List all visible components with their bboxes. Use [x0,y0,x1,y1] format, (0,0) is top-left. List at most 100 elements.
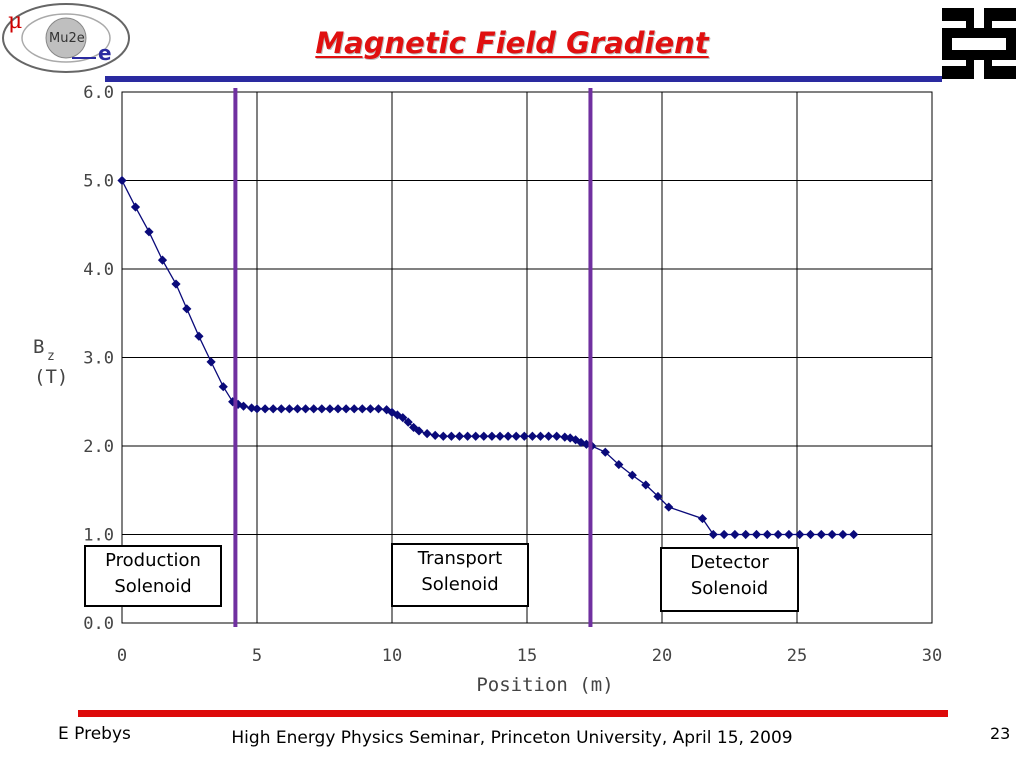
data-point [827,529,837,540]
data-point [284,404,294,414]
production-line1: Production [105,550,201,571]
data-point [805,529,816,540]
data-point [565,433,575,443]
data-point [260,404,270,414]
x-axis-label: Position (m) [476,674,613,696]
data-point [560,432,570,442]
data-point [317,404,327,414]
bz-series [117,175,859,540]
x-tick-label: 30 [922,646,942,666]
data-point [373,404,384,414]
x-tick-label: 5 [252,646,262,666]
data-point [292,404,303,414]
y-tick-label: 3.0 [83,349,114,369]
data-point [816,529,826,540]
data-point [276,404,286,414]
data-point [627,470,637,480]
footer-divider [78,710,948,717]
data-point [535,431,546,441]
data-point [238,401,249,411]
data-point [454,431,465,441]
data-point [233,399,243,410]
detector-solenoid-label: Detector Solenoid [660,547,799,612]
data-point [194,331,204,341]
data-point [398,413,408,423]
x-tick-label: 25 [787,646,807,666]
data-point [403,417,413,427]
slide-title: Magnetic Field Gradient [315,26,709,60]
data-point [252,404,262,414]
data-point [218,382,228,392]
data-point [773,529,783,540]
y-axis-label-sub: z [47,349,55,364]
data-point [409,422,419,433]
data-point [653,491,663,502]
data-point [641,480,651,490]
data-point [552,431,562,441]
production-solenoid-label: Production Solenoid [84,545,222,607]
data-point [838,529,848,540]
data-point [382,405,392,415]
logo-name: Mu2e [49,31,85,46]
data-point [487,431,497,441]
data-point [463,431,473,441]
data-point [527,431,537,441]
x-tick-label: 20 [652,646,672,666]
data-point [357,404,367,414]
plot-frame [121,91,933,624]
detector-line2: Solenoid [690,578,769,599]
data-point [430,430,440,440]
data-point [392,410,402,420]
data-point [795,529,805,540]
author: E Prebys [58,724,131,744]
x-tick-label: 15 [517,646,537,666]
y-axis-label: B z (T) [33,336,68,388]
data-point [697,513,708,524]
data-point [544,431,554,441]
y-tick-label: 2.0 [83,437,114,457]
data-point [511,431,521,441]
data-point [171,279,181,289]
data-point [741,529,751,540]
data-point [333,404,343,414]
y-tick-label: 0.0 [83,614,114,634]
data-point [301,404,311,414]
data-point [341,404,351,414]
data-point [708,529,718,540]
logo-e: e [98,41,112,65]
detector-line1: Detector [690,552,769,573]
data-point [268,404,278,414]
data-point [365,404,375,414]
data-point [479,431,489,441]
page-number: 23 [990,724,1011,743]
transport-line1: Transport [417,548,503,569]
data-point [614,459,624,470]
data-point [751,529,762,540]
data-point [309,404,319,414]
data-point [471,431,481,441]
solenoid-boundaries [233,88,593,627]
data-point [206,357,216,367]
data-point [784,529,794,540]
data-point [422,429,432,439]
title-divider [105,76,942,82]
y-tick-label: 4.0 [83,260,114,280]
x-tick-labels: 0 5 10 15 20 25 30 [117,646,942,666]
transport-solenoid-label: Transport Solenoid [391,543,529,607]
x-tick-label: 10 [382,646,402,666]
y-tick-label: 1.0 [83,526,114,546]
data-point [849,529,859,540]
logo-mu: μ [8,9,22,34]
y-tick-label: 6.0 [83,83,114,103]
data-point [576,437,586,448]
data-point [438,431,448,441]
data-point [157,255,168,265]
data-point [571,435,581,445]
transport-line2: Solenoid [421,574,499,595]
data-point [600,447,610,457]
data-point [130,202,141,212]
y-tick-label: 5.0 [83,172,114,192]
lab-logo [942,8,1016,79]
data-point [349,404,359,414]
data-point [762,529,772,540]
